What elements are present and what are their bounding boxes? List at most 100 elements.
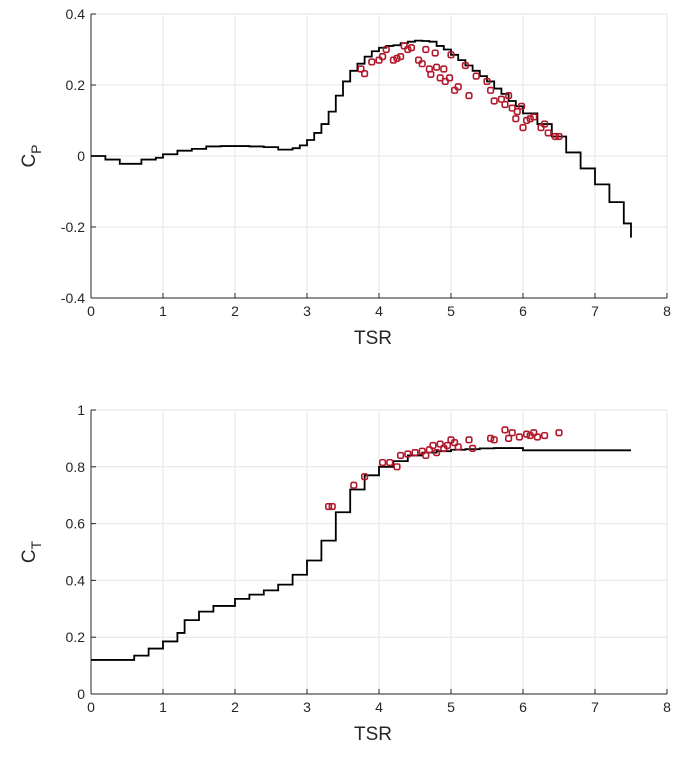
data-point [501, 100, 509, 109]
x-tick-label: 2 [231, 699, 239, 715]
series-line [91, 447, 631, 661]
data-point [360, 473, 369, 481]
data-point [324, 502, 333, 511]
data-point [411, 448, 419, 457]
y-axis-label-sub: T [28, 540, 44, 549]
y-tick-label: 1 [77, 402, 85, 418]
data-point [386, 458, 394, 467]
x-tick-label: 0 [87, 699, 95, 715]
data-point [431, 49, 439, 57]
data-point [555, 132, 563, 141]
x-tick-label: 2 [231, 303, 239, 319]
data-point [512, 115, 520, 123]
y-tick-label: -0.4 [61, 290, 85, 306]
data-point [432, 63, 441, 71]
data-point [432, 448, 441, 457]
data-point [497, 95, 506, 103]
data-point [461, 61, 470, 70]
y-tick-label: 0.4 [66, 572, 86, 588]
data-point [368, 58, 376, 66]
data-point [522, 430, 531, 438]
data-point [360, 70, 369, 78]
data-point [429, 441, 437, 450]
data-point [501, 426, 509, 434]
data-point [483, 77, 491, 86]
data-point [551, 132, 559, 141]
data-point [504, 92, 513, 100]
data-point [427, 70, 435, 78]
data-point [422, 45, 430, 54]
data-point [328, 502, 336, 511]
data-point [454, 443, 462, 451]
y-axis-label-sub: P [28, 144, 44, 153]
x-tick-label: 0 [87, 303, 95, 319]
x-tick-label: 1 [159, 303, 167, 319]
data-point [508, 429, 516, 437]
data-point [396, 451, 405, 460]
y-tick-label: 0.6 [66, 516, 86, 532]
x-tick-label: 5 [447, 699, 455, 715]
x-tick-label: 8 [663, 303, 671, 319]
data-point [357, 65, 365, 73]
data-point [389, 56, 398, 64]
data-point [522, 116, 531, 125]
data-point [530, 113, 538, 121]
data-point [515, 433, 523, 441]
data-point [404, 450, 412, 458]
data-point [378, 52, 387, 61]
ct-chart: 0 1 2 3 4 5 6 7 8 0 0.2 0.4 0.6 0.8 1 TSR CT [19, 402, 671, 745]
y-tick-label: -0.2 [61, 219, 85, 235]
data-point [555, 429, 563, 437]
data-point [382, 45, 390, 54]
cp-chart: 0 1 2 3 4 5 6 7 8 -0.4 -0.2 0 0.2 0.4 TSR CP [19, 6, 671, 349]
data-point [422, 451, 430, 460]
data-point [393, 463, 401, 471]
x-tick-label: 3 [303, 699, 311, 715]
y-tick-label: 0.8 [66, 459, 86, 475]
data-point [468, 444, 477, 452]
data-point [533, 433, 541, 441]
x-tick-label: 1 [159, 699, 167, 715]
data-point [508, 104, 516, 112]
data-point [418, 60, 426, 68]
data-point [443, 441, 452, 450]
x-tick-label: 6 [519, 303, 527, 319]
data-point [454, 83, 462, 91]
x-axis-label: TSR [354, 328, 392, 349]
x-tick-label: 4 [375, 303, 383, 319]
data-point [519, 124, 527, 132]
data-point [540, 120, 549, 128]
scatter-series [357, 42, 563, 141]
data-point [396, 52, 405, 61]
data-point [530, 429, 538, 437]
data-point [465, 436, 473, 444]
data-point [504, 434, 513, 443]
x-tick-label: 4 [375, 699, 383, 715]
data-point [404, 45, 412, 54]
data-point [450, 439, 459, 447]
data-point [436, 74, 444, 82]
scatter-series [324, 426, 563, 511]
data-point [513, 108, 521, 116]
data-point [447, 51, 455, 59]
data-point [407, 44, 416, 52]
data-point [418, 447, 426, 455]
data-point [465, 92, 473, 100]
y-tick-label: 0.4 [66, 6, 86, 22]
data-point [540, 431, 549, 440]
data-point [490, 436, 498, 444]
x-tick-label: 7 [591, 699, 599, 715]
data-point [440, 65, 448, 73]
data-point [490, 97, 498, 105]
y-tick-label: 0 [77, 686, 85, 702]
y-tick-label: 0.2 [66, 77, 86, 93]
data-point [378, 458, 387, 467]
data-point [445, 74, 454, 82]
data-point [544, 129, 552, 137]
y-tick-label: 0.2 [66, 629, 86, 645]
x-tick-label: 6 [519, 699, 527, 715]
data-point [472, 72, 480, 80]
x-tick-label: 7 [591, 303, 599, 319]
data-point [436, 440, 444, 448]
data-point [425, 446, 434, 454]
